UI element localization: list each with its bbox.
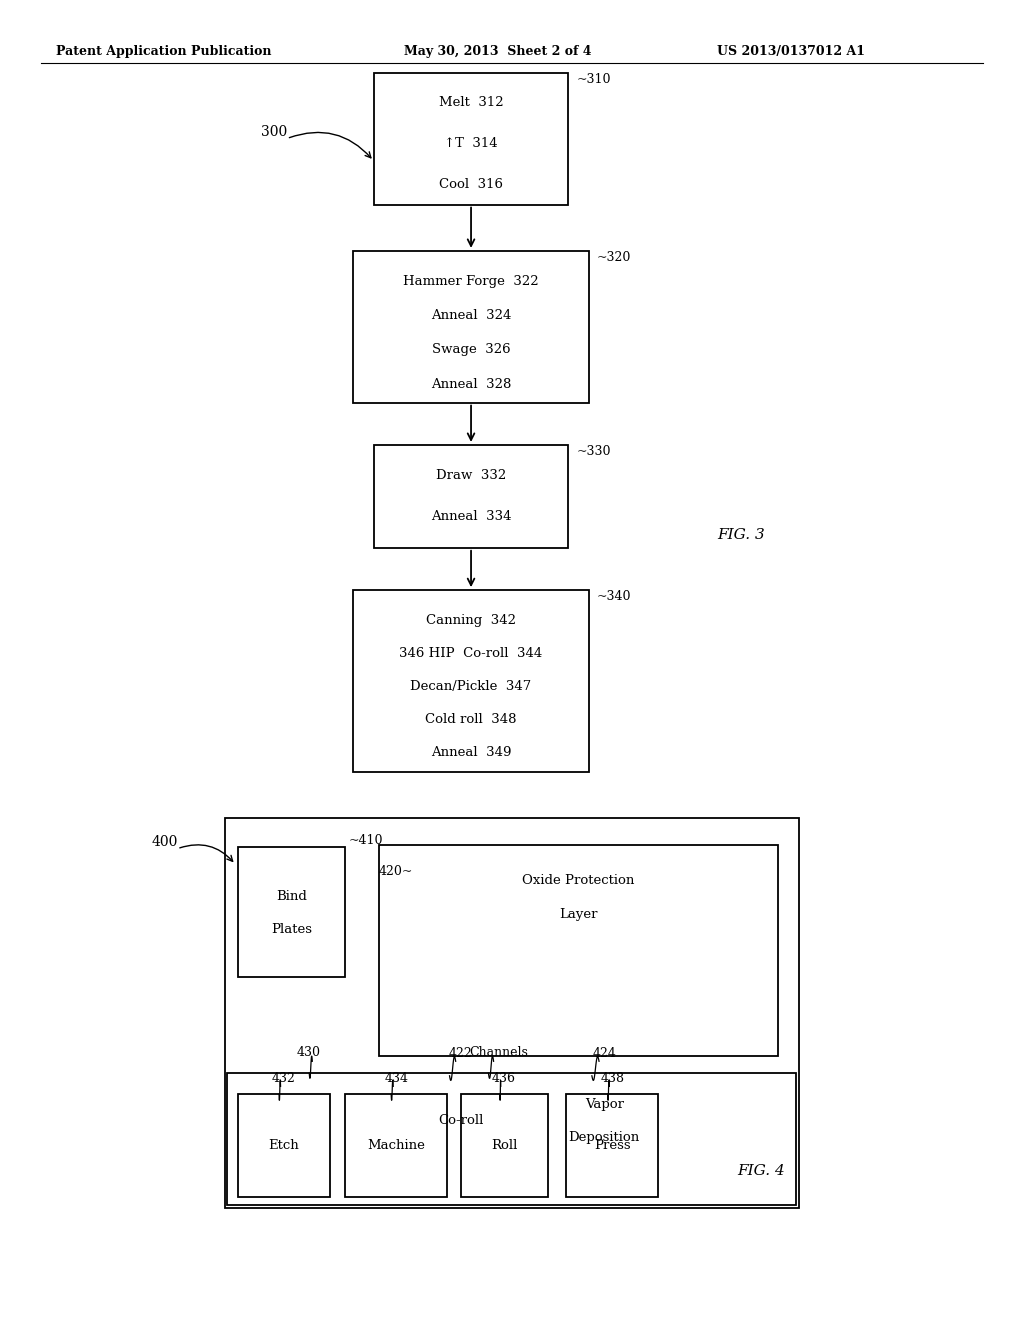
Text: ↑T  314: ↑T 314 [444, 137, 498, 150]
Bar [353, 590, 589, 772]
Text: Cool  316: Cool 316 [439, 178, 503, 191]
Bar [353, 251, 589, 403]
Text: Machine: Machine [368, 1139, 425, 1152]
Text: Decan/Pickle  347: Decan/Pickle 347 [411, 680, 531, 693]
Text: Co-roll: Co-roll [438, 1114, 483, 1127]
Text: Deposition: Deposition [568, 1131, 640, 1144]
Text: ~330: ~330 [577, 445, 611, 458]
Text: Swage  326: Swage 326 [432, 343, 510, 356]
Text: Anneal  324: Anneal 324 [431, 309, 511, 322]
Text: US 2013/0137012 A1: US 2013/0137012 A1 [717, 45, 865, 58]
Text: ~310: ~310 [577, 73, 611, 86]
Text: ~320: ~320 [597, 251, 632, 264]
Text: 432: 432 [271, 1072, 296, 1085]
Text: Oxide Protection: Oxide Protection [522, 874, 635, 887]
Text: Hammer Forge  322: Hammer Forge 322 [403, 275, 539, 288]
Bar [461, 1094, 548, 1197]
Bar [374, 73, 568, 205]
Text: Plates: Plates [270, 923, 312, 936]
Text: 420~: 420~ [379, 865, 414, 878]
Bar [345, 1094, 447, 1197]
Text: Press: Press [594, 1139, 631, 1152]
Text: 400: 400 [152, 836, 178, 849]
Text: Draw  332: Draw 332 [436, 469, 506, 482]
Text: 430: 430 [297, 1045, 321, 1059]
Text: May 30, 2013  Sheet 2 of 4: May 30, 2013 Sheet 2 of 4 [404, 45, 592, 58]
Text: Anneal  328: Anneal 328 [431, 378, 511, 391]
Text: Bind: Bind [275, 890, 307, 903]
Text: 300: 300 [261, 125, 288, 139]
Text: Channels: Channels [469, 1045, 528, 1059]
Text: FIG. 3: FIG. 3 [717, 528, 765, 543]
Bar [374, 445, 568, 548]
Text: 438: 438 [600, 1072, 625, 1085]
Text: ~340: ~340 [597, 590, 632, 603]
Text: 436: 436 [492, 1072, 516, 1085]
Text: 434: 434 [384, 1072, 409, 1085]
Text: 424: 424 [592, 1047, 616, 1060]
Bar [225, 818, 799, 1208]
Bar [404, 1076, 517, 1166]
Text: Melt  312: Melt 312 [438, 96, 504, 110]
Text: Vapor: Vapor [585, 1098, 624, 1111]
Bar [543, 1076, 666, 1166]
Text: Canning  342: Canning 342 [426, 614, 516, 627]
Text: Roll: Roll [492, 1139, 517, 1152]
Bar [238, 847, 345, 977]
Text: 346 HIP  Co-roll  344: 346 HIP Co-roll 344 [399, 647, 543, 660]
Text: Cold roll  348: Cold roll 348 [425, 713, 517, 726]
Bar [566, 1094, 658, 1197]
Bar [227, 1073, 796, 1205]
Text: Anneal  334: Anneal 334 [431, 510, 511, 523]
Text: Patent Application Publication: Patent Application Publication [56, 45, 271, 58]
Text: ~410: ~410 [348, 834, 383, 847]
Text: FIG. 4: FIG. 4 [737, 1164, 785, 1179]
Text: Anneal  349: Anneal 349 [431, 746, 511, 759]
Bar [379, 845, 778, 1056]
Bar [238, 1094, 330, 1197]
Text: 422: 422 [449, 1047, 473, 1060]
Text: Layer: Layer [559, 908, 598, 921]
Text: Etch: Etch [268, 1139, 299, 1152]
